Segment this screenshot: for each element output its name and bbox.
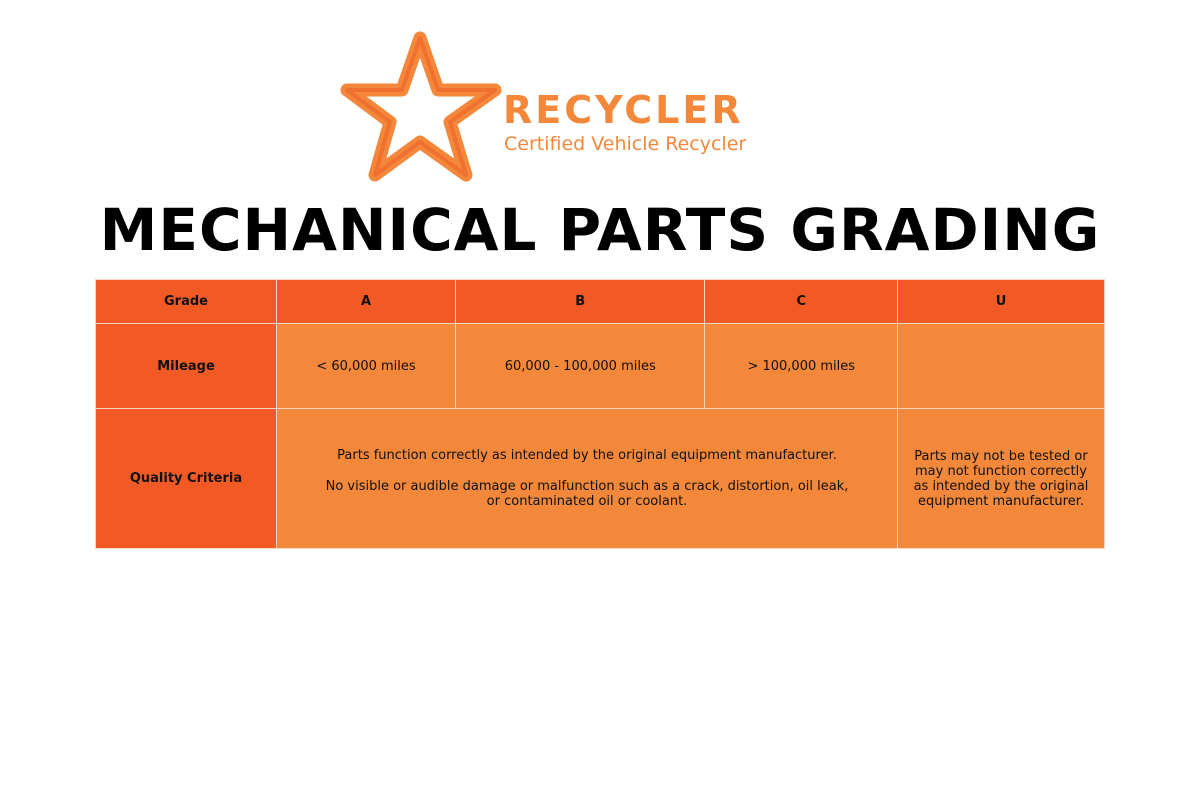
header-cell: A	[276, 279, 456, 324]
criteria-line: No visible or audible damage or malfunct…	[325, 479, 849, 509]
quality-abc-cell: Parts function correctly as intended by …	[276, 408, 898, 549]
criteria-line: Parts function correctly as intended by …	[337, 448, 837, 463]
quality-u-cell: Parts may not be tested or may not funct…	[897, 408, 1105, 549]
table-cell: > 100,000 miles	[704, 323, 898, 409]
grading-table: Grade A B C U Mileage < 60,000 miles 60,…	[95, 279, 1105, 549]
header-cell: U	[897, 279, 1105, 324]
logo: RECYCLER Certified Vehicle Recycler	[340, 30, 770, 185]
page-title: MECHANICAL PARTS GRADING	[99, 196, 1101, 264]
table-cell: 60,000 - 100,000 miles	[454, 323, 706, 409]
header-cell: Grade	[95, 279, 277, 324]
row-label: Quality Criteria	[95, 408, 277, 549]
header-cell: C	[704, 279, 898, 324]
brand-tagline: Certified Vehicle Recycler	[504, 133, 747, 155]
brand-name: RECYCLER	[503, 88, 744, 132]
quality-row: Quality Criteria Parts function correctl…	[95, 408, 1105, 549]
header-cell: B	[454, 279, 706, 324]
star-arrows-icon	[340, 31, 502, 182]
table-cell: < 60,000 miles	[276, 323, 456, 409]
header-row: Grade A B C U	[95, 279, 1105, 324]
row-label: Mileage	[95, 323, 277, 409]
table-cell	[897, 323, 1105, 409]
mileage-row: Mileage < 60,000 miles 60,000 - 100,000 …	[95, 323, 1105, 409]
